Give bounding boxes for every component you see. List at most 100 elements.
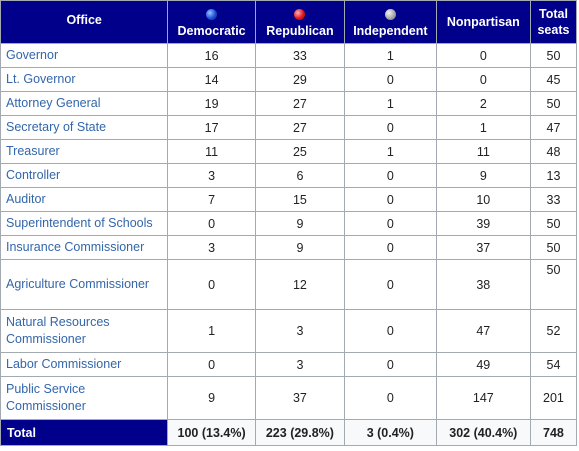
nonpartisan-cell: 47: [435, 309, 531, 353]
democratic-cell: 17: [167, 115, 256, 140]
table-row: Secretary of State 17 27 0 1 47: [0, 115, 578, 140]
total-seats-cell: 50: [529, 259, 578, 310]
democratic-cell: 1: [167, 309, 256, 353]
nonpartisan-cell: 10: [435, 187, 531, 212]
header-independent-label: Independent: [353, 23, 428, 38]
nonpartisan-cell: 9: [435, 163, 531, 188]
republican-party-dot-icon: [294, 8, 306, 20]
democratic-party-dot-icon: [206, 8, 218, 20]
nonpartisan-cell: 11: [435, 139, 531, 164]
nonpartisan-cell: 1: [435, 115, 531, 140]
total-seats-cell: 50: [529, 43, 578, 68]
independent-cell: 0: [344, 376, 437, 420]
independent-cell: 0: [344, 115, 437, 140]
table-row: Lt. Governor 14 29 0 0 45: [0, 67, 578, 92]
office-link[interactable]: Attorney General: [0, 91, 169, 116]
table-row: Agriculture Commissioner 0 12 0 38 50: [0, 259, 578, 310]
table-row: Attorney General 19 27 1 2 50: [0, 91, 578, 116]
democratic-cell: 0: [167, 259, 256, 310]
table-row: Governor 16 33 1 0 50: [0, 43, 578, 68]
independent-cell: 0: [344, 67, 437, 92]
total-seats-cell: 54: [529, 352, 578, 377]
total-seats-cell: 50: [529, 235, 578, 260]
total-seats-cell: 50: [529, 91, 578, 116]
table-row: Insurance Commissioner 3 9 0 37 50: [0, 235, 578, 260]
header-independent: Independent: [344, 0, 437, 44]
democratic-cell: 9: [167, 376, 256, 420]
header-nonpartisan: Nonpartisan: [435, 0, 531, 44]
header-total-line1: Total: [539, 7, 568, 21]
table-row: Natural Resources Commissioner 1 3 0 47 …: [0, 309, 578, 353]
total-seats-cell: 48: [529, 139, 578, 164]
republican-cell: 29: [254, 67, 346, 92]
office-link[interactable]: Superintendent of Schools: [0, 211, 169, 236]
table-row: Auditor 7 15 0 10 33: [0, 187, 578, 212]
independent-party-dot-icon: [384, 8, 396, 20]
independent-cell: 0: [344, 235, 437, 260]
table-row: Treasurer 11 25 1 11 48: [0, 139, 578, 164]
independent-cell: 0: [344, 187, 437, 212]
office-link[interactable]: Labor Commissioner: [0, 352, 169, 377]
independent-cell: 0: [344, 211, 437, 236]
republican-cell: 15: [254, 187, 346, 212]
republican-cell: 3: [254, 352, 346, 377]
democratic-cell: 3: [167, 163, 256, 188]
republican-cell: 37: [254, 376, 346, 420]
office-link[interactable]: Agriculture Commissioner: [0, 259, 169, 310]
office-link[interactable]: Natural Resources Commissioner: [0, 309, 169, 353]
republican-cell: 27: [254, 115, 346, 140]
republican-cell: 9: [254, 211, 346, 236]
nonpartisan-cell: 0: [435, 43, 531, 68]
republican-cell: 33: [254, 43, 346, 68]
democratic-cell: 0: [167, 352, 256, 377]
nonpartisan-cell: 147: [435, 376, 531, 420]
democratic-cell: 19: [167, 91, 256, 116]
total-democratic: 100 (13.4%): [167, 419, 256, 446]
table-row: Public Service Commissioner 9 37 0 147 2…: [0, 376, 578, 420]
header-total-seats: Total seats: [529, 0, 578, 44]
total-seats-cell: 13: [529, 163, 578, 188]
nonpartisan-cell: 49: [435, 352, 531, 377]
republican-cell: 25: [254, 139, 346, 164]
office-link[interactable]: Treasurer: [0, 139, 169, 164]
nonpartisan-cell: 39: [435, 211, 531, 236]
democratic-cell: 16: [167, 43, 256, 68]
independent-cell: 1: [344, 91, 437, 116]
total-seats-cell: 47: [529, 115, 578, 140]
totals-row: Total 100 (13.4%) 223 (29.8%) 3 (0.4%) 3…: [0, 419, 578, 446]
office-link[interactable]: Governor: [0, 43, 169, 68]
total-seats-cell: 45: [529, 67, 578, 92]
header-row: Office Democratic Republican Independent: [0, 0, 578, 44]
table-row: Controller 3 6 0 9 13: [0, 163, 578, 188]
independent-cell: 1: [344, 43, 437, 68]
header-democratic: Democratic: [167, 0, 256, 44]
total-seats-cell: 50: [529, 211, 578, 236]
totals-label: Total: [0, 419, 169, 446]
republican-cell: 9: [254, 235, 346, 260]
democratic-cell: 11: [167, 139, 256, 164]
table-row: Superintendent of Schools 0 9 0 39 50: [0, 211, 578, 236]
independent-cell: 1: [344, 139, 437, 164]
democratic-cell: 3: [167, 235, 256, 260]
democratic-cell: 0: [167, 211, 256, 236]
total-seats-cell: 201: [529, 376, 578, 420]
independent-cell: 0: [344, 163, 437, 188]
nonpartisan-cell: 38: [435, 259, 531, 310]
office-link[interactable]: Secretary of State: [0, 115, 169, 140]
nonpartisan-cell: 37: [435, 235, 531, 260]
office-link[interactable]: Auditor: [0, 187, 169, 212]
republican-cell: 6: [254, 163, 346, 188]
nonpartisan-cell: 0: [435, 67, 531, 92]
office-link[interactable]: Controller: [0, 163, 169, 188]
independent-cell: 0: [344, 309, 437, 353]
democratic-cell: 14: [167, 67, 256, 92]
office-link[interactable]: Public Service Commissioner: [0, 376, 169, 420]
table-row: Labor Commissioner 0 3 0 49 54: [0, 352, 578, 377]
office-link[interactable]: Insurance Commissioner: [0, 235, 169, 260]
office-link[interactable]: Lt. Governor: [0, 67, 169, 92]
header-democratic-label: Democratic: [177, 23, 246, 38]
header-republican: Republican: [254, 0, 346, 44]
republican-cell: 12: [254, 259, 346, 310]
independent-cell: 0: [344, 259, 437, 310]
republican-cell: 3: [254, 309, 346, 353]
